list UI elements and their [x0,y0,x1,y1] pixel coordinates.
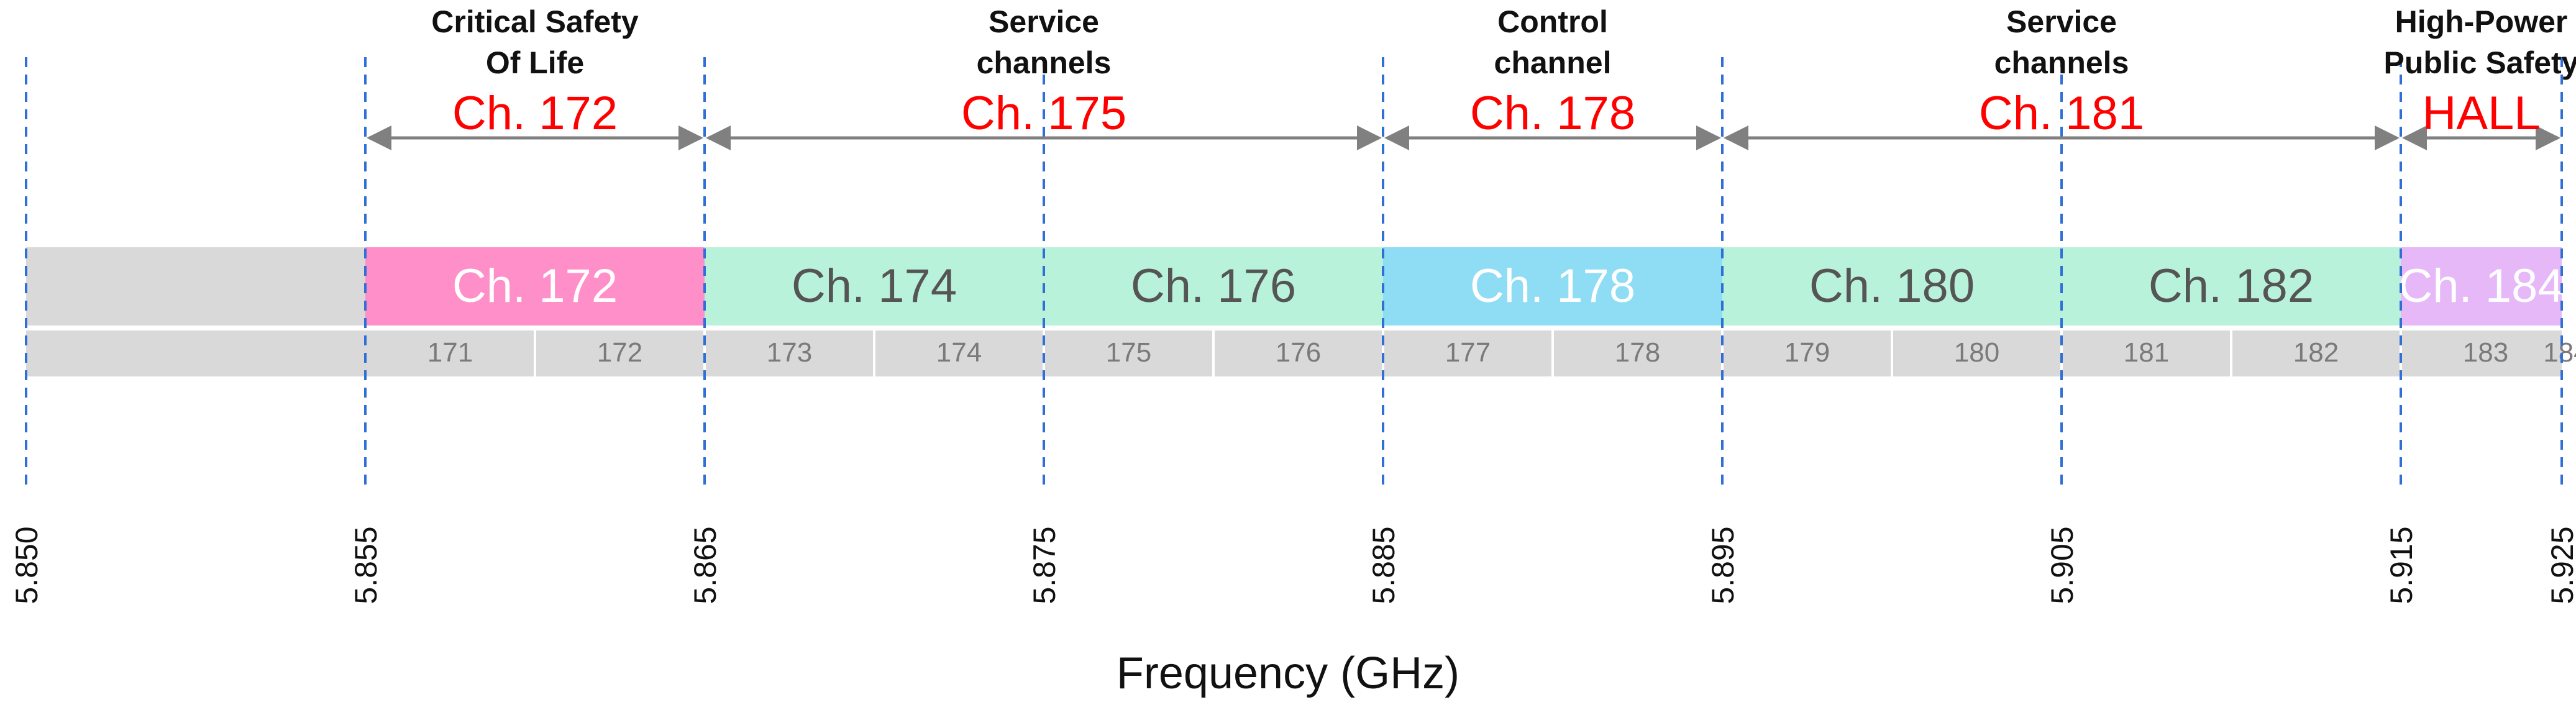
frequency-tick: 5.865 [688,526,723,604]
channel-block-label: Ch. 180 [1809,260,1975,312]
channel-block-label: Ch. 178 [1470,260,1635,312]
category-channel: HALL [2422,87,2540,140]
subchannel-label: 171 [427,337,473,368]
category-title: Control [1497,4,1608,39]
channel-block-label: Ch. 174 [792,260,957,312]
channel-block [365,247,705,326]
channel-block-label: Ch. 184 [2398,260,2564,312]
category-channel: Ch. 181 [1979,87,2144,140]
subchannel-label: 180 [1954,337,1999,368]
category-title: Service [989,4,1099,39]
channel-block [2062,247,2401,326]
frequency-tick: 5.925 [2545,526,2576,604]
category-title: Service [2006,4,2117,39]
subchannel-label: 177 [1445,337,1491,368]
frequency-tick: 5.850 [9,526,44,604]
category-title: Critical Safety [431,4,639,39]
frequency-tick: 5.875 [1027,526,1062,604]
category-title: Public Safety [2384,45,2576,80]
channel-block [1044,247,1383,326]
subchannel-label: 173 [767,337,812,368]
frequency-tick: 5.915 [2384,526,2419,604]
subchannel-label: 174 [936,337,982,368]
subchannel-label: 179 [1784,337,1830,368]
category-channel: Ch. 172 [452,87,618,140]
subchannel-label: 175 [1106,337,1151,368]
category-title: channels [1994,45,2129,80]
channel-block [2401,247,2562,326]
channel-block [26,247,365,326]
subchannel-label: 183 [2463,337,2508,368]
category-title: Of Life [486,45,584,80]
channel-block-label: Ch. 182 [2149,260,2314,312]
frequency-tick: 5.905 [2045,526,2080,604]
category-title: High-Power [2395,4,2568,39]
channel-block [1722,247,2062,326]
category-channel: Ch. 175 [961,87,1126,140]
category-title: channels [977,45,1112,80]
category-title: channel [1494,45,1612,80]
subchannel-label: 182 [2293,337,2339,368]
axis-label: Frequency (GHz) [1117,649,1459,698]
subchannel-label: 184 [2543,337,2576,368]
subchannel-label: 176 [1276,337,1321,368]
category-labels: Critical Safety Of Life Ch. 172 Service chan… [431,4,2576,140]
channel-block-label: Ch. 172 [452,260,618,312]
subchannel-row-bg [26,330,2562,376]
frequency-tick-labels: 5.850 5.855 5.865 5.875 5.885 5.895 5.905 5.915… [9,526,2576,604]
subchannel-label: 181 [2124,337,2169,368]
frequency-tick: 5.895 [1706,526,1740,604]
subchannel-label: 178 [1615,337,1660,368]
channel-bands: Ch. 172 Ch. 174 Ch. 176 Ch. 178 Ch. 180 Ch. 1… [26,247,2564,326]
channel-block [705,247,1044,326]
subchannel-row: 171 172 173 174 175 176 177 178 179 180 181 182 183 1… [26,330,2576,376]
channel-block-label: Ch. 176 [1131,260,1296,312]
subchannel-label: 172 [597,337,642,368]
category-channel: Ch. 178 [1470,87,1635,140]
frequency-tick: 5.885 [1366,526,1401,604]
channel-block [1383,247,1722,326]
frequency-tick: 5.855 [349,526,383,604]
